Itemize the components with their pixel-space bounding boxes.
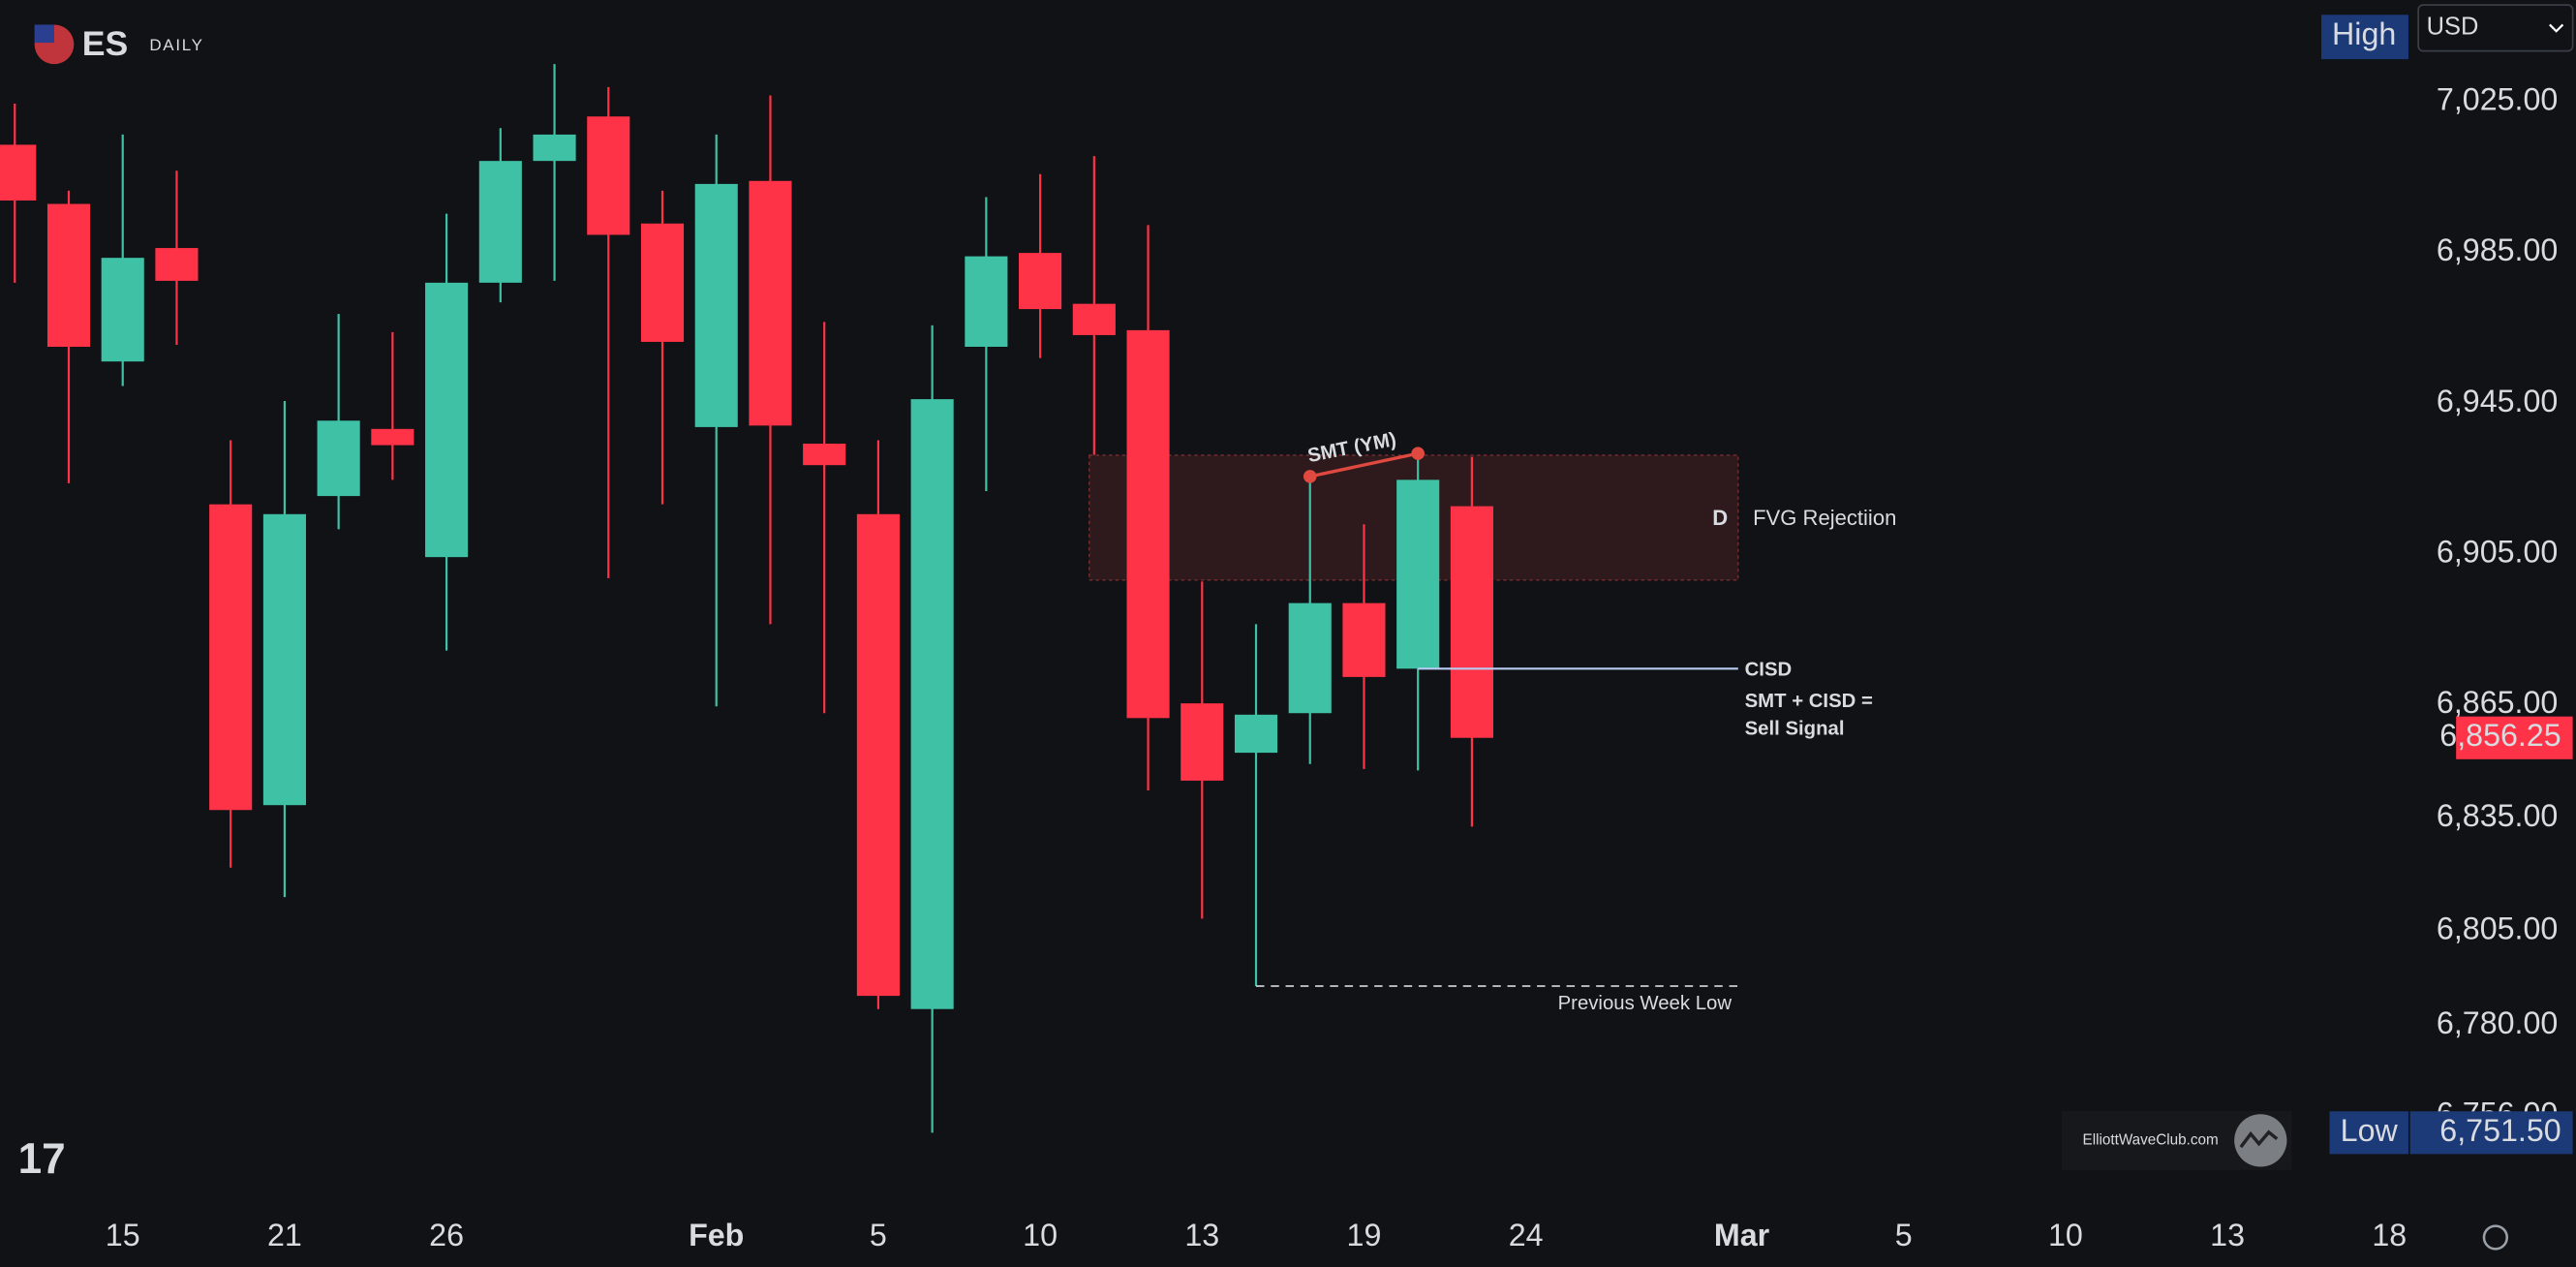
x-tick-label: Mar bbox=[1714, 1218, 1770, 1252]
zone-label: FVG Rejectiion bbox=[1753, 506, 1896, 530]
x-tick-label: 15 bbox=[106, 1218, 140, 1252]
signal-label: SMT + CISD = bbox=[1745, 691, 1873, 712]
x-tick-label: 21 bbox=[267, 1218, 302, 1252]
candle-body bbox=[856, 513, 900, 997]
low-value-box bbox=[2409, 1111, 2573, 1155]
y-tick-label: 6,905.00 bbox=[2437, 535, 2558, 570]
candle-body bbox=[965, 256, 1008, 348]
x-tick-label: 10 bbox=[1023, 1218, 1058, 1252]
candle-body bbox=[640, 223, 685, 342]
y-tick-label: 6,865.00 bbox=[2437, 685, 2558, 720]
currency-select[interactable] bbox=[2417, 4, 2574, 52]
candle-body bbox=[317, 420, 360, 497]
settings-icon[interactable] bbox=[2482, 1224, 2509, 1251]
candle-body bbox=[694, 183, 738, 427]
smt-line bbox=[1309, 451, 1419, 479]
candle-body bbox=[533, 134, 576, 162]
candle-body bbox=[46, 203, 91, 348]
candle-body bbox=[1288, 603, 1332, 714]
candle-body bbox=[1396, 479, 1440, 669]
pwl-label: Previous Week Low bbox=[1558, 993, 1733, 1014]
high-box bbox=[2321, 15, 2408, 60]
y-tick-label: 6,985.00 bbox=[2437, 232, 2558, 267]
x-tick-label: 18 bbox=[2372, 1218, 2407, 1252]
watermark: ElliottWaveClub.com bbox=[2083, 1131, 2219, 1148]
x-tick-label: 13 bbox=[1184, 1218, 1219, 1252]
candle-body bbox=[478, 161, 522, 283]
candle-body bbox=[1126, 329, 1170, 719]
candle-body bbox=[155, 248, 199, 281]
candle-body bbox=[749, 180, 792, 426]
currency[interactable]: USD bbox=[2427, 14, 2479, 41]
x-tick-label: 13 bbox=[2210, 1218, 2245, 1252]
x-tick-label: 24 bbox=[1509, 1218, 1544, 1252]
x-tick-label: 19 bbox=[1347, 1218, 1382, 1252]
candle-body bbox=[1072, 303, 1116, 335]
candle-body bbox=[1019, 253, 1062, 310]
smt-point bbox=[1303, 470, 1317, 483]
candle-body bbox=[803, 444, 846, 466]
last-price-box bbox=[2456, 716, 2573, 759]
interval: DAILY bbox=[149, 36, 203, 54]
y-tick-label: 6,835.00 bbox=[2437, 798, 2558, 833]
low-label: Low bbox=[2341, 1113, 2399, 1148]
x-tick-label: Feb bbox=[689, 1218, 744, 1252]
x-tick-label: 10 bbox=[2048, 1218, 2083, 1252]
smt-point bbox=[1411, 447, 1425, 460]
candle-body bbox=[1450, 506, 1493, 738]
candle-body bbox=[209, 504, 253, 811]
watermark-wave bbox=[2239, 1129, 2279, 1149]
y-tick-label: 7,025.00 bbox=[2437, 82, 2558, 117]
candle-body bbox=[262, 513, 306, 806]
x-tick-label: 5 bbox=[1895, 1218, 1913, 1252]
y-tick-label: 6,780.00 bbox=[2437, 1005, 2558, 1040]
dropdown-arrow bbox=[2549, 23, 2564, 33]
x-tick-label: 26 bbox=[429, 1218, 464, 1252]
candle-body bbox=[101, 258, 144, 362]
signal-label: Sell Signal bbox=[1745, 719, 1845, 740]
y-tick-label: 6,805.00 bbox=[2437, 912, 2558, 946]
symbol: ES bbox=[82, 24, 129, 63]
candle-body bbox=[910, 399, 954, 1009]
last-price: 6,856.25 bbox=[2439, 718, 2561, 753]
candle-body bbox=[1342, 603, 1386, 677]
candle-body bbox=[1181, 703, 1224, 781]
candle-body bbox=[1234, 714, 1278, 754]
low-value: 6,751.50 bbox=[2439, 1113, 2561, 1148]
x-tick-label: 5 bbox=[870, 1218, 887, 1252]
cisd-label: CISD bbox=[1745, 660, 1793, 681]
low-box bbox=[2329, 1111, 2408, 1155]
tv-logo: 17 bbox=[18, 1135, 66, 1183]
plot bbox=[0, 64, 1493, 1133]
flag-canton bbox=[34, 24, 54, 44]
high-label: High bbox=[2332, 16, 2396, 51]
candle-body bbox=[371, 428, 414, 446]
zone-tag: D bbox=[1712, 506, 1728, 530]
candle-body bbox=[587, 116, 630, 235]
candle-body bbox=[425, 282, 469, 558]
y-tick-label: 6,945.00 bbox=[2437, 384, 2558, 418]
candle-body bbox=[0, 144, 37, 201]
